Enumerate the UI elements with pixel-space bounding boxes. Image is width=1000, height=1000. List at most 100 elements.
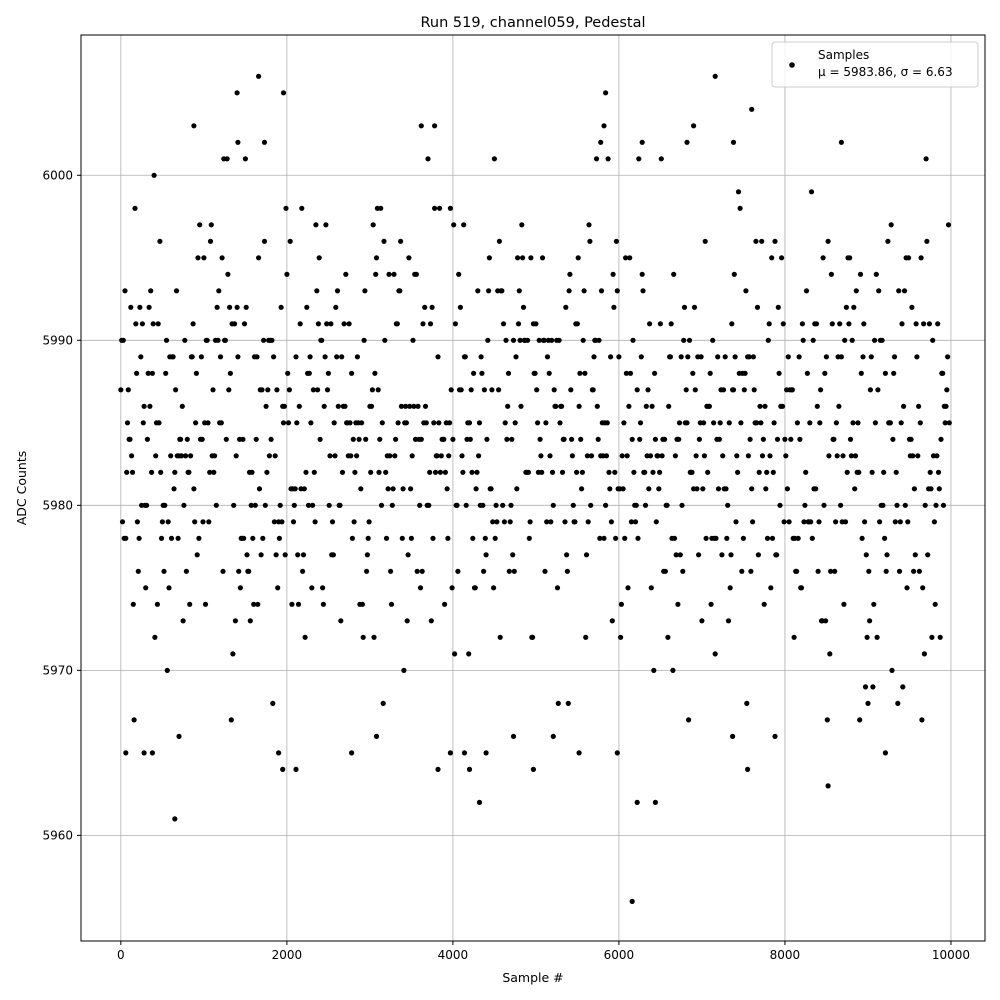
outlier-point	[576, 750, 582, 756]
outlier-point	[745, 766, 751, 773]
sample-point	[923, 156, 929, 162]
outlier-point	[373, 733, 380, 740]
sample-point	[566, 288, 572, 294]
sample-point	[678, 354, 684, 360]
sample-point	[799, 321, 806, 327]
sample-point	[720, 387, 727, 393]
x-tick-label: 10000	[932, 948, 970, 962]
sample-point	[731, 271, 737, 277]
sample-point	[306, 370, 312, 376]
x-tick-label: 4000	[438, 948, 469, 962]
sample-point	[652, 436, 659, 442]
sample-point	[803, 469, 809, 475]
sample-point	[725, 618, 732, 624]
sample-point	[828, 271, 835, 277]
sample-point	[135, 568, 141, 574]
sample-point	[844, 469, 850, 475]
sample-point	[385, 486, 391, 492]
sample-point	[415, 403, 421, 409]
sample-point	[173, 288, 180, 294]
sample-point	[420, 321, 426, 327]
outlier-point	[234, 90, 240, 96]
sample-point	[906, 255, 912, 261]
legend-stats: μ = 5983.86, σ = 6.63	[818, 65, 953, 79]
sample-point	[707, 370, 713, 376]
sample-point	[509, 436, 515, 442]
sample-point	[255, 601, 261, 607]
sample-point	[901, 403, 907, 409]
sample-point	[363, 436, 369, 442]
sample-point	[313, 222, 319, 228]
sample-point	[910, 453, 916, 459]
sample-point	[253, 436, 259, 442]
outlier-point	[550, 733, 556, 740]
sample-point	[777, 502, 783, 508]
sample-point	[583, 634, 589, 640]
sample-point	[593, 156, 600, 162]
sample-point	[186, 469, 192, 475]
sample-point	[896, 288, 902, 294]
sample-point	[119, 519, 126, 525]
sample-point	[133, 321, 139, 327]
sample-point	[867, 618, 873, 624]
sample-point	[425, 156, 431, 162]
sample-point	[181, 502, 187, 508]
sample-point	[882, 370, 889, 376]
sample-point	[897, 519, 903, 525]
sample-point	[630, 337, 636, 343]
sample-point	[891, 354, 898, 360]
sample-point	[539, 255, 546, 261]
sample-point	[188, 453, 194, 459]
sample-point	[651, 667, 657, 674]
sample-point	[921, 651, 928, 657]
sample-point	[699, 618, 705, 624]
sample-point	[915, 453, 921, 459]
sample-point	[885, 238, 891, 244]
sample-point	[804, 370, 811, 376]
sample-point	[729, 321, 735, 327]
sample-point	[392, 453, 398, 459]
sample-point	[228, 717, 234, 723]
sample-point	[333, 304, 339, 310]
sample-point	[330, 552, 336, 558]
sample-point	[706, 403, 713, 409]
x-axis-label: Sample #	[502, 970, 563, 985]
sample-point	[850, 420, 856, 426]
sample-point	[131, 717, 137, 723]
sample-point	[266, 453, 272, 459]
sample-point	[437, 469, 443, 475]
sample-point	[386, 271, 392, 277]
sample-point	[882, 535, 888, 541]
outlier-point	[261, 139, 268, 145]
sample-point	[289, 601, 295, 607]
sample-point	[241, 535, 247, 541]
sample-point	[372, 370, 378, 376]
sample-point	[598, 288, 605, 294]
sample-point	[622, 535, 628, 541]
sample-point	[743, 288, 749, 294]
sample-point	[676, 436, 682, 442]
sample-point	[574, 469, 580, 475]
sample-point	[686, 337, 693, 343]
sample-point	[751, 387, 757, 393]
sample-point	[647, 321, 653, 327]
sample-point	[606, 469, 612, 475]
sample-point	[905, 519, 911, 525]
sample-point	[666, 403, 672, 409]
sample-point	[510, 337, 517, 343]
sample-point	[570, 502, 576, 508]
sample-point	[307, 354, 313, 360]
sample-point	[871, 601, 877, 607]
sample-point	[601, 535, 607, 541]
sample-point	[873, 271, 879, 277]
sample-point	[468, 387, 474, 393]
sample-point	[204, 337, 210, 343]
sample-point	[588, 502, 594, 508]
sample-point	[272, 453, 278, 459]
sample-point	[148, 288, 154, 294]
sample-point	[237, 585, 243, 591]
sample-point	[766, 321, 772, 327]
sample-point	[323, 222, 329, 228]
sample-point	[462, 354, 468, 360]
sample-point	[491, 585, 497, 591]
